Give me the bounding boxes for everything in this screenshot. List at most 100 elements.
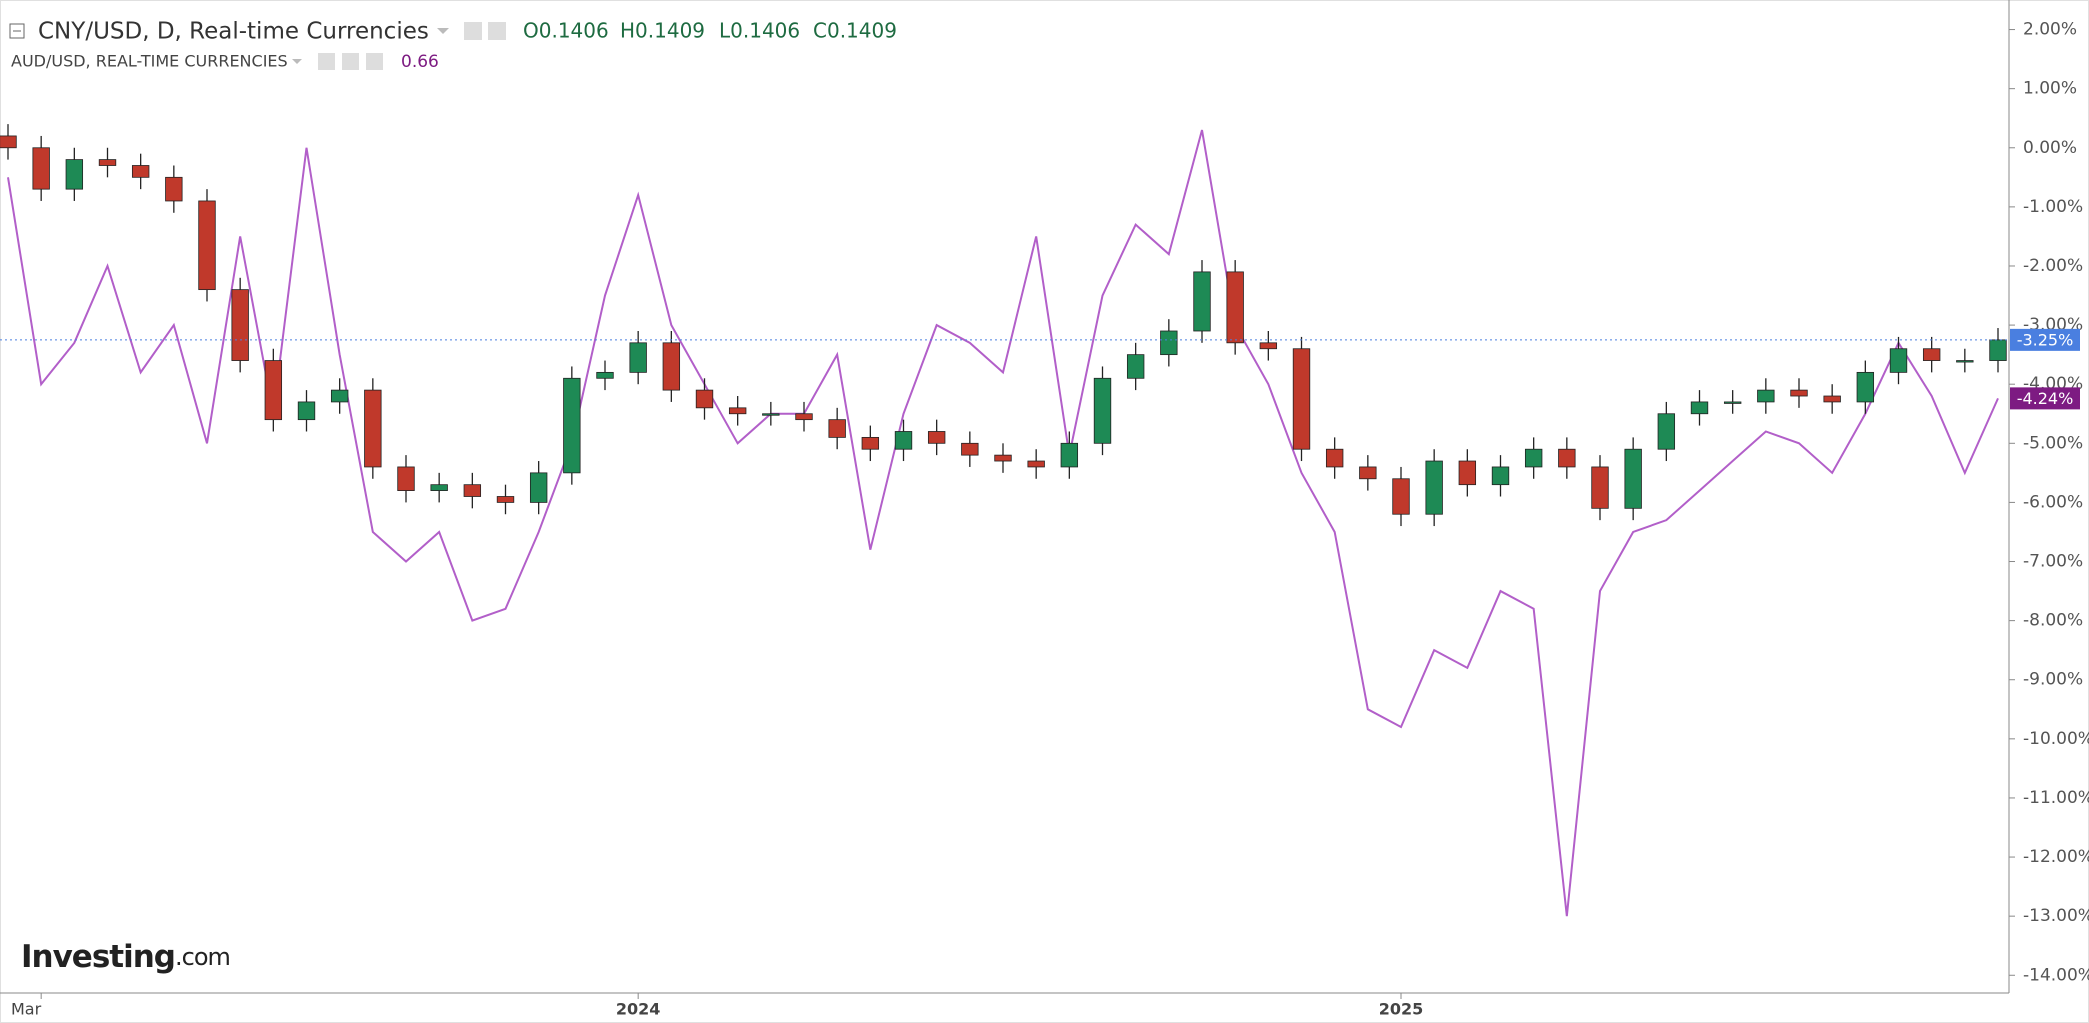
y-tick-label: 2.00%: [2023, 20, 2077, 40]
logo-brand: Investing: [21, 939, 175, 975]
last-value-label: -3.25%: [2017, 330, 2074, 349]
settings-icon[interactable]: [342, 53, 359, 70]
candle-body: [1889, 348, 1908, 373]
y-tick-label: 1.00%: [2023, 79, 2077, 99]
line-series: [7, 129, 1999, 917]
candle-body: [961, 442, 979, 456]
last-value-box: [2010, 387, 2080, 410]
candle-body: [1757, 389, 1775, 403]
dropdown-icon[interactable]: [292, 59, 302, 64]
candle-body: [1690, 401, 1709, 415]
logo: Investing.com: [21, 939, 230, 975]
candle-body: [596, 371, 614, 379]
candle-body: [1259, 342, 1278, 350]
candle-body: [795, 413, 813, 421]
candle-body: [1790, 389, 1808, 397]
candle-body: [1956, 360, 1974, 363]
candle-body: [1624, 448, 1642, 509]
candle-body: [1193, 271, 1211, 332]
candle-body: [994, 454, 1012, 462]
last-value-box: [2010, 328, 2080, 351]
y-tick-label: -5.00%: [2023, 433, 2083, 453]
candle-body: [1325, 448, 1344, 468]
x-tick-label: 2025: [1379, 1000, 1424, 1019]
candle-body: [1591, 466, 1609, 509]
y-tick-label: -1.00%: [2023, 197, 2083, 217]
candle-body: [1392, 478, 1410, 515]
x-tick-label: Mar: [11, 1000, 42, 1019]
candle-body: [662, 342, 681, 391]
candle-body: [828, 419, 846, 438]
candle-body: [1359, 466, 1377, 480]
candle-body: [1292, 348, 1311, 450]
candle-body: [463, 484, 482, 497]
candle-body: [496, 496, 515, 503]
ohlc-high: H0.1409: [620, 19, 705, 43]
candle-body: [1126, 354, 1145, 379]
candle-body: [65, 159, 84, 190]
candle-body: [0, 135, 17, 149]
candle-body: [1027, 460, 1045, 468]
candle-body: [1723, 401, 1742, 404]
settings-icon[interactable]: [488, 22, 506, 40]
plot-area: [0, 124, 2007, 917]
y-tick-label: -9.00%: [2023, 670, 2083, 690]
remove-icon[interactable]: [366, 53, 383, 70]
eye-icon[interactable]: [464, 22, 482, 40]
candle-body: [1922, 348, 1941, 361]
candle-body: [1093, 377, 1112, 444]
candle-body: [695, 389, 714, 409]
candle-body: [1558, 448, 1576, 468]
candle-body: [330, 389, 349, 403]
candle-body: [32, 147, 50, 190]
last-value-label: -4.24%: [2017, 389, 2074, 408]
logo-suffix: .com: [175, 943, 230, 971]
candle-body: [1524, 448, 1543, 468]
candle-body: [264, 360, 283, 421]
candle-body: [98, 159, 117, 166]
ohlc-open: O0.1406: [523, 19, 609, 43]
candle-body: [1491, 466, 1510, 486]
candle-body: [1160, 330, 1178, 356]
y-tick-label: 0.00%: [2023, 138, 2077, 158]
compare-value: 0.66: [401, 52, 439, 72]
candle-body: [1458, 460, 1477, 486]
collapse-icon[interactable]: [9, 23, 25, 39]
y-tick-label: -2.00%: [2023, 256, 2083, 276]
candle-body: [198, 200, 216, 291]
candle-body: [364, 389, 382, 468]
candle-body: [861, 436, 880, 450]
dropdown-icon[interactable]: [437, 28, 449, 34]
candle-body: [430, 484, 448, 491]
candle-body: [629, 342, 647, 373]
candle-body: [297, 401, 316, 421]
candle-body: [1060, 442, 1079, 468]
candle-body: [1425, 460, 1443, 515]
ohlc-close: C0.1409: [813, 19, 897, 43]
candle-body: [397, 466, 415, 491]
candle-body: [1657, 413, 1676, 450]
candle-body: [927, 431, 946, 444]
y-tick-label: -14.00%: [2023, 965, 2089, 985]
candle-body: [728, 407, 747, 415]
eye-icon[interactable]: [318, 53, 335, 70]
candle-body: [131, 165, 150, 178]
ohlc-low: L0.1406: [719, 19, 800, 43]
y-tick-label: -13.00%: [2023, 906, 2089, 926]
candle-body: [231, 289, 249, 361]
candle-body: [762, 413, 780, 416]
candle-body: [894, 431, 913, 450]
y-tick-label: -7.00%: [2023, 552, 2083, 572]
x-tick-label: 2024: [616, 1000, 661, 1019]
y-tick-label: -6.00%: [2023, 492, 2083, 512]
y-tick-label: -10.00%: [2023, 729, 2089, 749]
candle-body: [165, 176, 183, 202]
compare-title: AUD/USD, REAL-TIME CURRENCIES: [11, 52, 288, 71]
candle-body: [529, 472, 548, 503]
candle-body: [563, 377, 581, 474]
candle-body: [1226, 271, 1244, 344]
candle-body: [1856, 371, 1875, 403]
series-title: CNY/USD, D, Real-time Currencies: [38, 19, 429, 45]
